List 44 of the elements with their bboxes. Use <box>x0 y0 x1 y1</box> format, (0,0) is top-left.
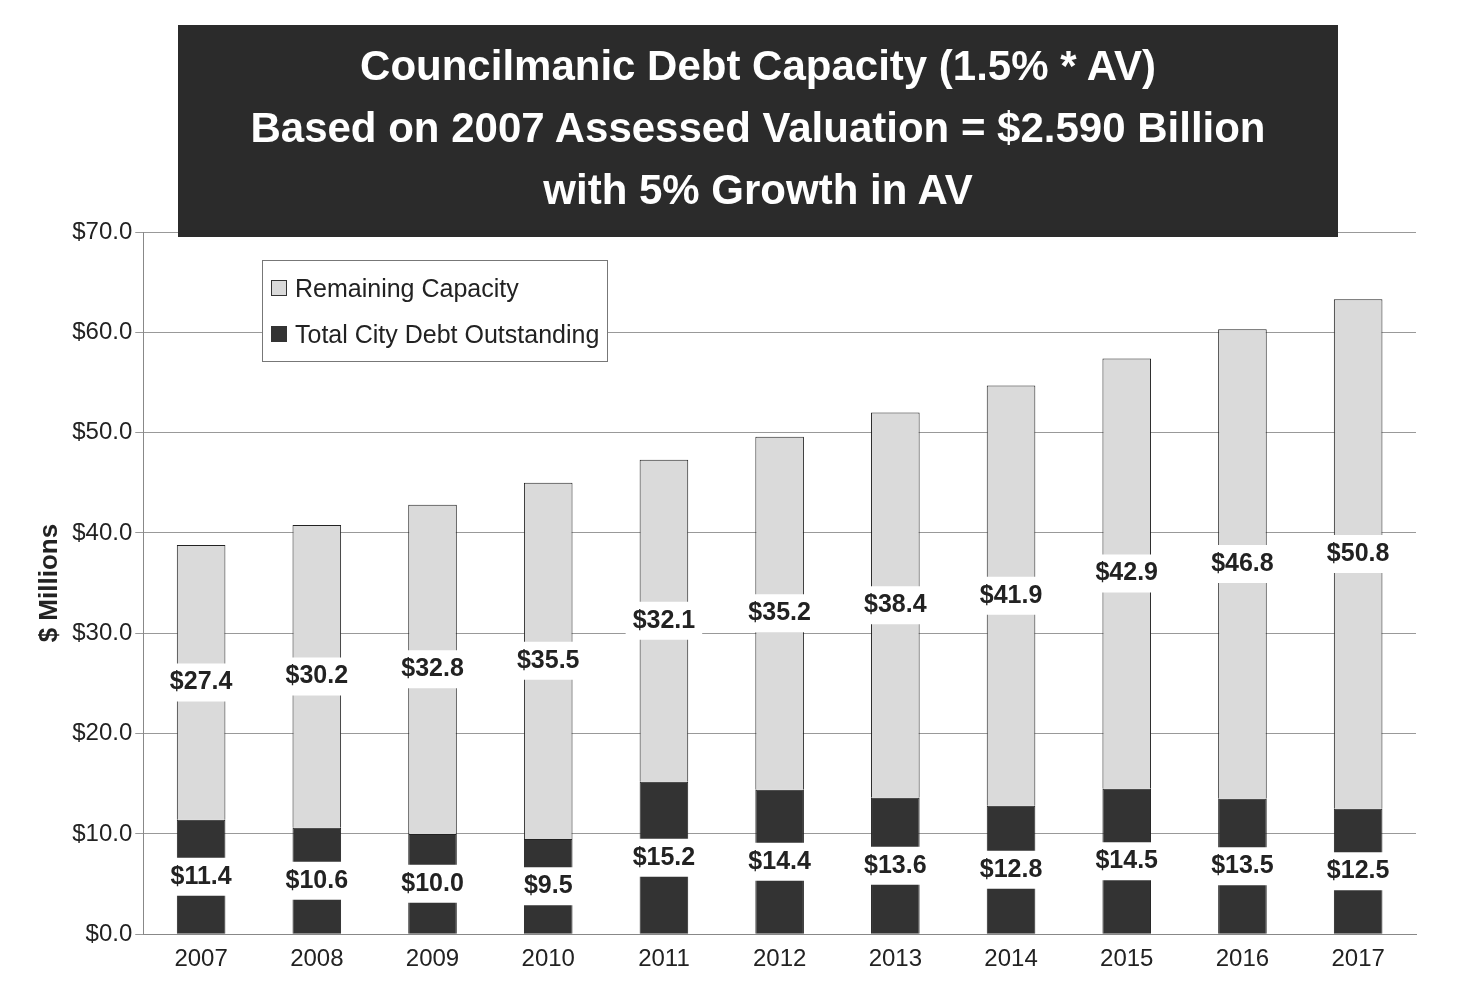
data-label: $12.5 <box>1326 855 1390 884</box>
data-label: $14.4 <box>748 845 812 874</box>
data-label: $42.9 <box>1095 557 1159 586</box>
data-label: $14.5 <box>1095 845 1159 874</box>
y-tick-label: $70.0 <box>72 216 133 244</box>
data-label: $35.5 <box>516 644 580 673</box>
data-label: $12.8 <box>979 853 1043 882</box>
data-label: $50.8 <box>1326 537 1390 566</box>
data-label: $11.4 <box>170 860 232 889</box>
data-label: $15.2 <box>632 841 696 870</box>
x-tick-label: 2017 <box>1331 944 1385 972</box>
data-label: $38.4 <box>864 589 927 618</box>
x-tick-label: 2012 <box>752 944 807 972</box>
data-label: $10.6 <box>285 864 349 893</box>
y-tick-label: $0.0 <box>85 918 133 946</box>
data-label: $32.8 <box>401 653 464 682</box>
data-label: $9.5 <box>523 870 573 899</box>
x-tick-label: 2010 <box>521 944 575 972</box>
x-tick-label: 2009 <box>405 944 460 972</box>
y-axis-title: $ Millions <box>32 523 63 643</box>
y-tick-label: $30.0 <box>72 617 133 645</box>
y-tick-label: $60.0 <box>72 316 133 344</box>
legend-label: Total City Debt Outstanding <box>295 319 600 349</box>
data-label: $32.1 <box>632 604 696 633</box>
data-label: $13.6 <box>864 849 927 878</box>
data-label: $46.8 <box>1211 547 1274 576</box>
x-tick-label: 2011 <box>638 944 690 972</box>
data-label: $27.4 <box>169 666 233 695</box>
x-tick-label: 2016 <box>1215 944 1270 972</box>
y-tick-label: $50.0 <box>72 417 133 445</box>
data-label: $41.9 <box>979 579 1043 608</box>
data-label: $35.2 <box>748 597 811 626</box>
data-label: $30.2 <box>285 660 349 689</box>
y-tick-label: $10.0 <box>72 818 133 846</box>
y-tick-label: $40.0 <box>72 517 133 545</box>
data-label: $10.0 <box>401 867 464 896</box>
legend-label: Remaining Capacity <box>295 273 519 303</box>
data-label: $13.5 <box>1211 850 1274 879</box>
y-tick-label: $20.0 <box>72 718 133 746</box>
x-tick-label: 2014 <box>984 944 1038 972</box>
x-tick-label: 2007 <box>174 944 228 972</box>
x-tick-label: 2013 <box>868 944 923 972</box>
x-tick-label: 2015 <box>1100 944 1154 972</box>
x-tick-label: 2008 <box>290 944 344 972</box>
